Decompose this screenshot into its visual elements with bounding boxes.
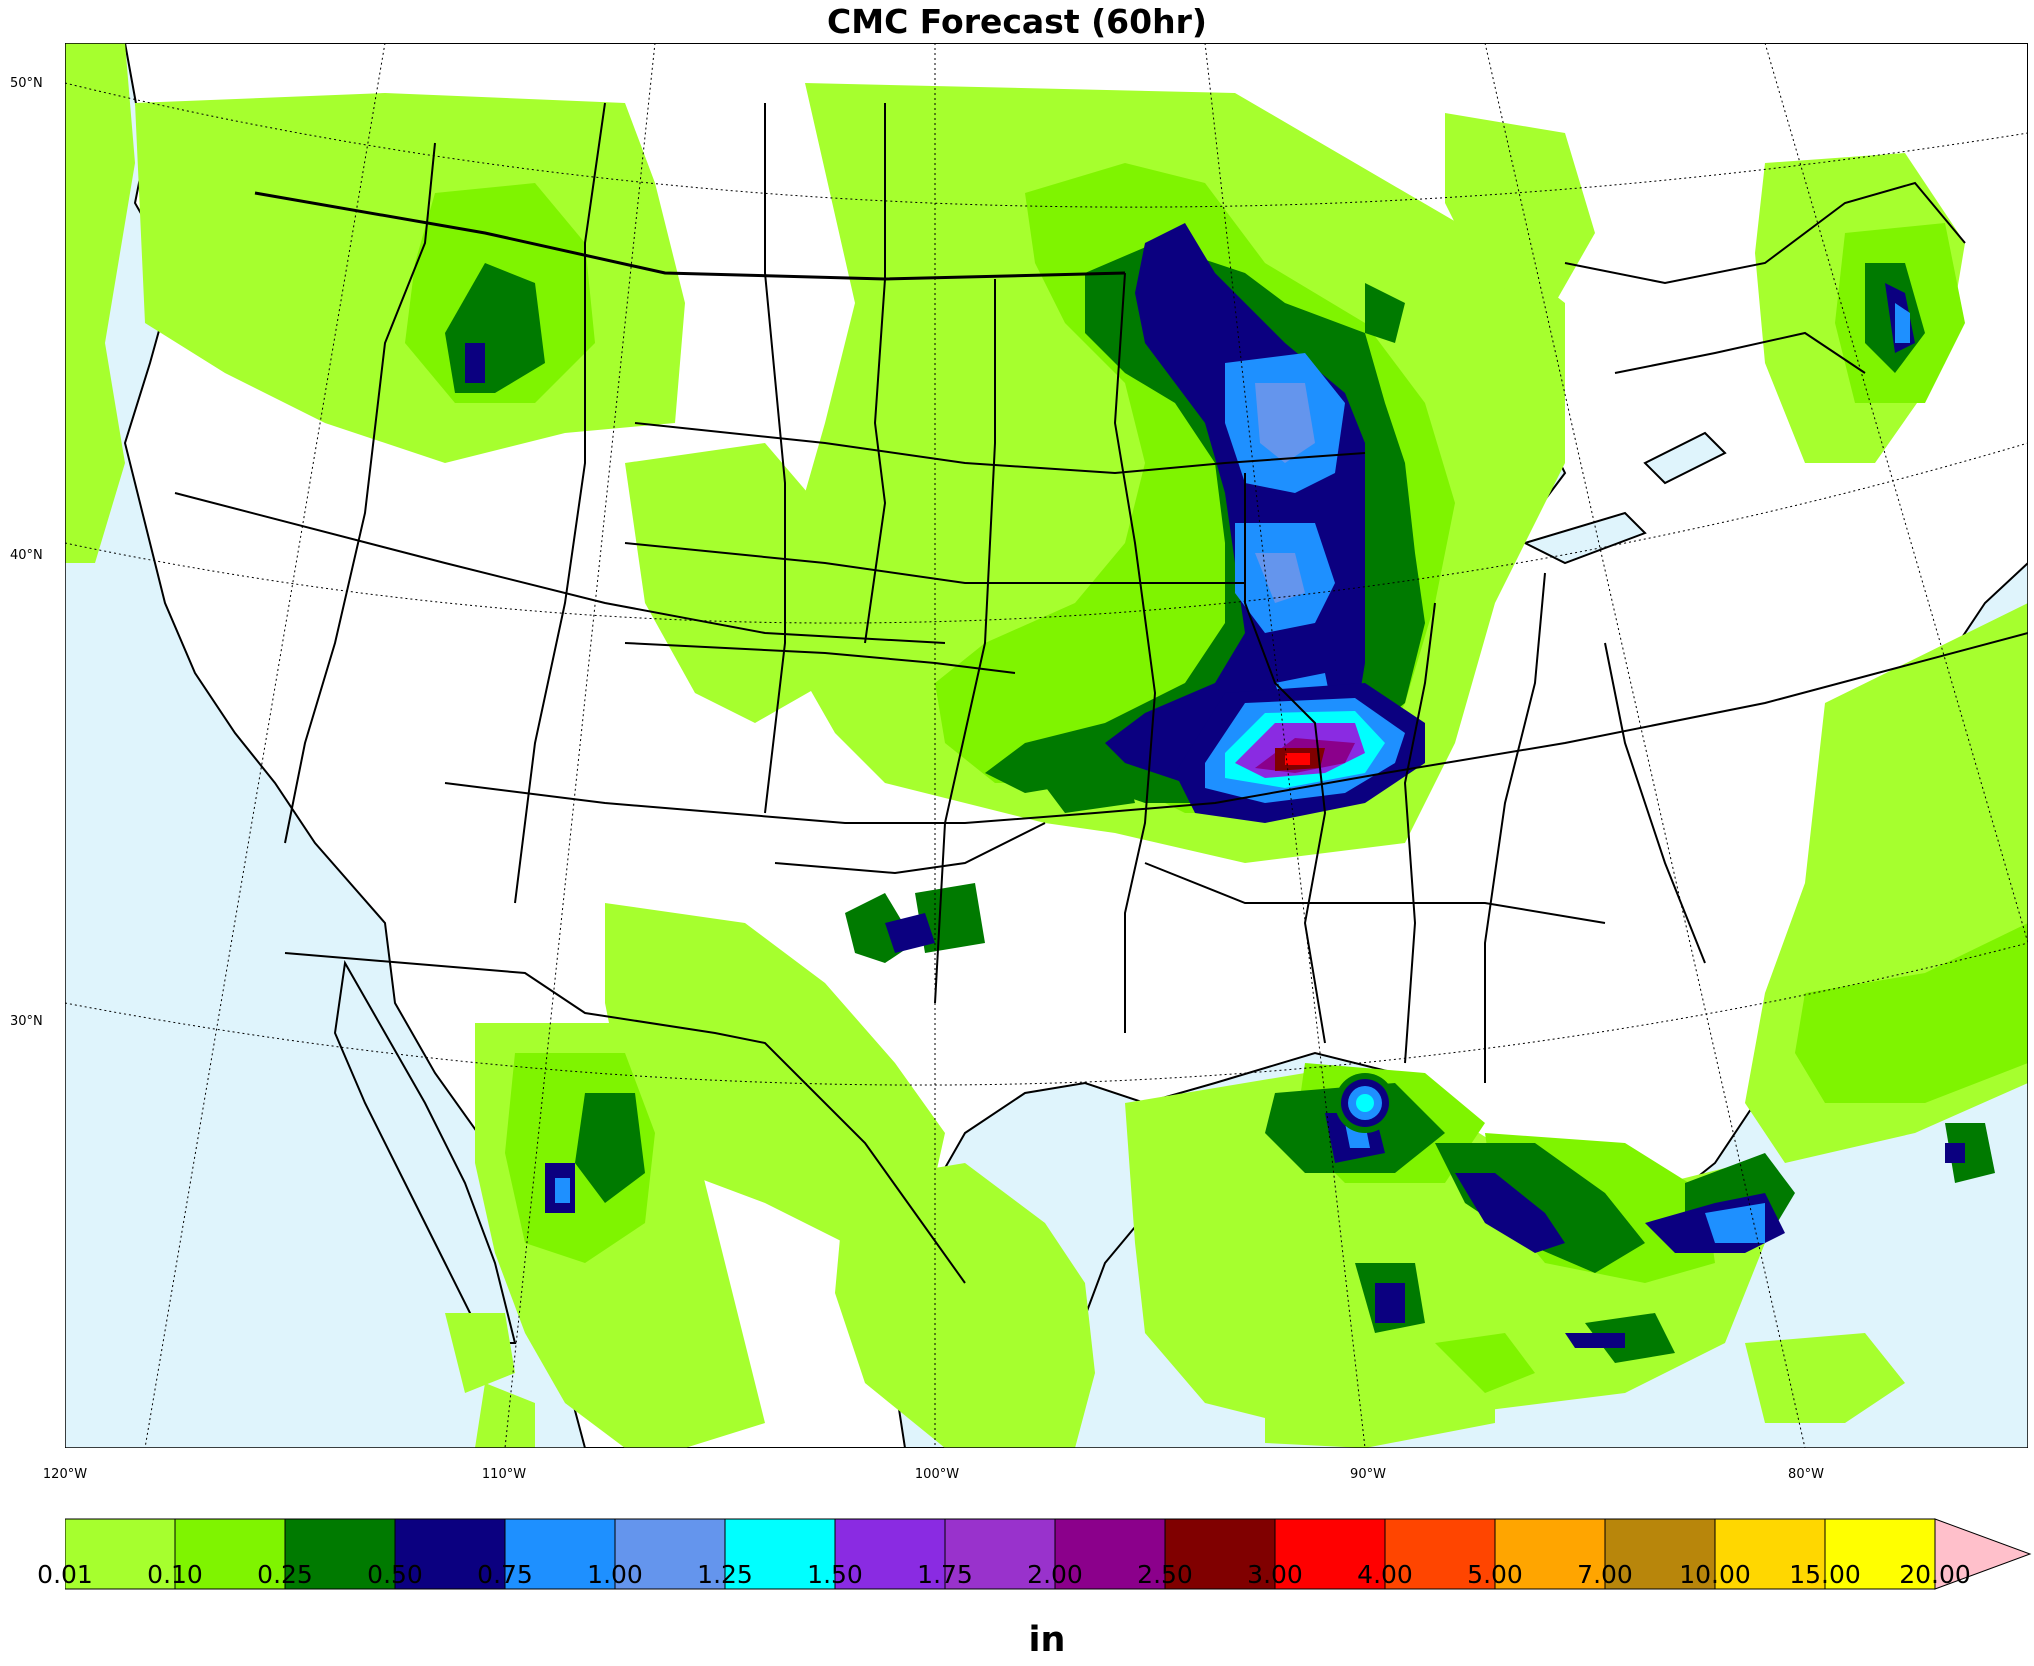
colorbar-tick-label: 2.00: [1027, 1560, 1083, 1589]
colorbar-swatch: [394, 1518, 506, 1590]
colorbar-swatch: [614, 1518, 726, 1590]
colorbar-tick-label: 1.00: [587, 1560, 643, 1589]
colorbar-tick-label: 1.50: [807, 1560, 863, 1589]
colorbar-swatch: [1384, 1518, 1496, 1590]
colorbar-swatch: [944, 1518, 1056, 1590]
colorbar-tick-label: 1.75: [917, 1560, 973, 1589]
colorbar-swatch: [1274, 1518, 1386, 1590]
lat-label-40n: 40°N: [10, 548, 43, 563]
lon-label-90w: 90°W: [1350, 1467, 1386, 1482]
colorbar-swatch: [1164, 1518, 1276, 1590]
map-title: CMC Forecast (60hr): [827, 2, 1207, 41]
colorbar-swatch: [65, 1518, 176, 1590]
graticule: [65, 43, 2028, 1448]
colorbar-tick-label: 0.50: [367, 1560, 423, 1589]
colorbar-tick-label: 3.00: [1247, 1560, 1303, 1589]
precip-core-louisiana: [1335, 1073, 1395, 1133]
colorbar-swatch: [834, 1518, 946, 1590]
colorbar-units-label: in: [1028, 1620, 1066, 1660]
precip-core-heavy: [1175, 683, 1425, 823]
colorbar-tick-label: 1.25: [697, 1560, 753, 1589]
precip-map: [65, 43, 2028, 1448]
colorbar-tick-label: 15.00: [1789, 1560, 1861, 1589]
colorbar: [65, 1518, 2032, 1590]
colorbar-swatch: [174, 1518, 286, 1590]
colorbar-swatch: [1714, 1518, 1826, 1590]
colorbar-swatch: [1604, 1518, 1716, 1590]
colorbar-tick-label: 2.50: [1137, 1560, 1193, 1589]
colorbar-tick-label: 5.00: [1467, 1560, 1523, 1589]
colorbar-swatch: [724, 1518, 836, 1590]
lon-label-80w: 80°W: [1788, 1467, 1824, 1482]
colorbar-swatch: [504, 1518, 616, 1590]
colorbar-tick-label: 0.75: [477, 1560, 533, 1589]
lon-label-100w: 100°W: [914, 1467, 960, 1482]
colorbar-tick-label: 7.00: [1577, 1560, 1633, 1589]
colorbar-tick-label: 20.00: [1899, 1560, 1971, 1589]
colorbar-extend-arrow: [1934, 1518, 2032, 1590]
colorbar-swatch: [284, 1518, 396, 1590]
colorbar-tick-label: 0.01: [37, 1560, 93, 1589]
precip-level-1.00: [1255, 383, 1315, 603]
colorbar-tick-label: 10.00: [1679, 1560, 1751, 1589]
lat-label-30n: 30°N: [10, 1014, 43, 1029]
lat-label-50n: 50°N: [10, 76, 43, 91]
colorbar-tick-label: 4.00: [1357, 1560, 1413, 1589]
lon-label-110w: 110°W: [481, 1467, 527, 1482]
colorbar-tick-label: 0.10: [147, 1560, 203, 1589]
colorbar-swatch: [1824, 1518, 1936, 1590]
lon-label-120w: 120°W: [42, 1467, 88, 1482]
colorbar-swatch: [1494, 1518, 1606, 1590]
colorbar-tick-label: 0.25: [257, 1560, 313, 1589]
